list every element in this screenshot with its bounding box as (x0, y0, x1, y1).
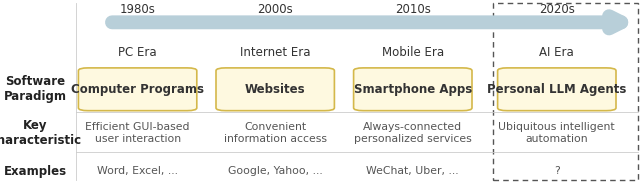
FancyBboxPatch shape (216, 68, 334, 111)
Text: ?: ? (554, 166, 559, 176)
Text: Word, Excel, ...: Word, Excel, ... (97, 166, 178, 176)
Text: AI Era: AI Era (540, 46, 574, 59)
Text: Google, Yahoo, ...: Google, Yahoo, ... (228, 166, 323, 176)
Text: 2000s: 2000s (257, 3, 293, 16)
Text: Personal LLM Agents: Personal LLM Agents (487, 83, 627, 96)
Text: Convenient
information access: Convenient information access (224, 122, 326, 144)
FancyBboxPatch shape (498, 68, 616, 111)
Text: Always-connected
personalized services: Always-connected personalized services (354, 122, 472, 144)
FancyBboxPatch shape (354, 68, 472, 111)
Text: WeChat, Uber, ...: WeChat, Uber, ... (367, 166, 459, 176)
Text: Smartphone Apps: Smartphone Apps (354, 83, 472, 96)
Text: PC Era: PC Era (118, 46, 157, 59)
Text: 2020s: 2020s (539, 3, 575, 16)
Text: Efficient GUI-based
user interaction: Efficient GUI-based user interaction (85, 122, 190, 144)
Text: Software
Paradigm: Software Paradigm (4, 75, 67, 103)
Text: 2010s: 2010s (395, 3, 431, 16)
Text: Key
Characteristic: Key Characteristic (0, 119, 82, 147)
FancyBboxPatch shape (79, 68, 197, 111)
Text: Mobile Era: Mobile Era (381, 46, 444, 59)
Text: Computer Programs: Computer Programs (71, 83, 204, 96)
Text: Ubiquitous intelligent
automation: Ubiquitous intelligent automation (499, 122, 615, 144)
Text: 1980s: 1980s (120, 3, 156, 16)
Text: Examples: Examples (4, 165, 67, 178)
Text: Websites: Websites (245, 83, 305, 96)
Text: Internet Era: Internet Era (240, 46, 310, 59)
